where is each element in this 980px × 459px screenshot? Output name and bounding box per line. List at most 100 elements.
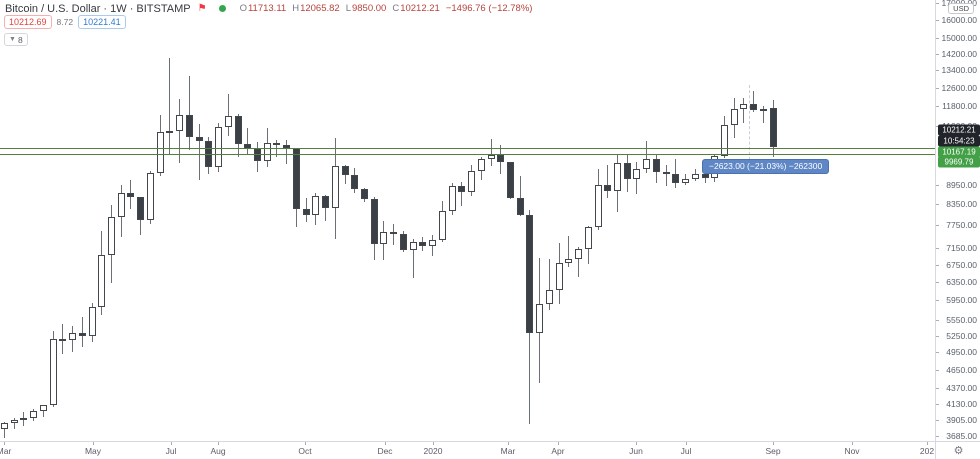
candle xyxy=(555,263,563,290)
candle xyxy=(526,214,534,334)
candle xyxy=(341,166,349,175)
price-tick-label: 4370.00 xyxy=(946,382,977,393)
ohlc-item: H12065.82 xyxy=(292,3,340,14)
candle xyxy=(380,232,388,245)
chart-legend: Bitcoin / U.S. Dollar · 1W · BITSTAMP ⚑ … xyxy=(5,2,532,15)
time-tick-label: Aug xyxy=(210,446,226,456)
candle-wick xyxy=(188,76,190,151)
time-axis[interactable]: Mar May Jul Aug Oct Dec 2020 Mar Apr Jun Jul Sep Nov… xyxy=(0,441,935,459)
candle xyxy=(740,103,748,110)
candle-wick xyxy=(81,317,83,347)
candle xyxy=(487,155,495,159)
time-tick-mark xyxy=(558,442,559,445)
candle xyxy=(468,170,476,192)
price-label-red[interactable]: 10212.69 xyxy=(4,15,52,29)
candle xyxy=(643,159,651,170)
candle xyxy=(215,127,223,168)
candle xyxy=(59,338,67,341)
candle xyxy=(438,210,446,241)
candle xyxy=(30,410,38,418)
candle-wick xyxy=(42,405,44,418)
time-tick-label: Jun xyxy=(629,446,643,456)
time-tick-label: Jul xyxy=(680,446,692,456)
candle xyxy=(361,189,368,200)
symbol-title[interactable]: Bitcoin / U.S. Dollar · 1W · BITSTAMP xyxy=(5,2,191,15)
candle-wick xyxy=(461,181,463,207)
price-label-blue[interactable]: 10221.41 xyxy=(78,15,126,29)
candle xyxy=(769,108,777,148)
time-tick-mark xyxy=(927,442,928,445)
horizontal-level-line[interactable] xyxy=(0,148,935,150)
time-tick-mark xyxy=(686,442,687,445)
candle xyxy=(730,109,738,125)
candle xyxy=(604,184,612,191)
candle xyxy=(458,186,466,192)
price-tick-mark xyxy=(936,319,939,321)
candle-wick xyxy=(325,194,327,221)
candle xyxy=(20,417,28,420)
time-tick-label: Nov xyxy=(844,446,860,456)
time-tick-label: Jul xyxy=(165,446,177,456)
candle-wick xyxy=(743,97,745,124)
price-badge: 9969.79 xyxy=(938,156,980,168)
candle-wick xyxy=(13,417,15,429)
time-tick-mark xyxy=(508,442,509,445)
candle xyxy=(682,178,690,183)
collapse-count: 8 xyxy=(17,34,23,45)
price-tick-label: 8350.00 xyxy=(946,199,977,210)
price-tick-mark xyxy=(936,387,939,389)
candle xyxy=(302,209,310,215)
price-tick-mark xyxy=(936,436,939,437)
price-tick-label: 5550.00 xyxy=(946,314,977,325)
candle xyxy=(127,193,135,198)
candle xyxy=(409,242,417,251)
candle xyxy=(516,197,524,215)
candle xyxy=(672,173,680,183)
time-tick-mark xyxy=(773,442,774,445)
chart-pane[interactable]: −2623.00 (−21.03%) −262300 xyxy=(0,0,935,441)
settings-gear-icon[interactable]: ⚙ xyxy=(953,444,964,457)
candle xyxy=(477,158,485,171)
candle xyxy=(399,233,407,251)
flag-icon[interactable]: ⚑ xyxy=(197,2,207,14)
price-tick-mark xyxy=(936,403,939,405)
price-tick-label: 13400.00 xyxy=(941,65,977,76)
price-tick-mark xyxy=(936,184,939,186)
candle xyxy=(594,184,602,228)
candle xyxy=(292,148,300,210)
candle-wick xyxy=(519,176,521,217)
currency-toggle-button[interactable]: USD xyxy=(948,3,974,14)
price-tick-label: 12600.00 xyxy=(941,82,977,93)
candle xyxy=(312,196,320,215)
price-tick-label: 8950.00 xyxy=(946,179,977,190)
price-tick-label: 7150.00 xyxy=(946,243,977,254)
candle xyxy=(575,249,583,260)
candle-wick xyxy=(607,165,609,199)
candle xyxy=(750,103,758,110)
time-tick-mark xyxy=(636,442,637,445)
time-tick-mark xyxy=(93,442,94,445)
price-tick-label: 16000.00 xyxy=(941,15,977,25)
candle-wick xyxy=(753,90,755,113)
collapse-toggle[interactable]: ▼ 8 xyxy=(4,33,28,46)
time-tick-mark xyxy=(171,442,172,445)
candle xyxy=(185,115,193,138)
ohlc-item: O11713.11 xyxy=(239,3,287,14)
candle-wick xyxy=(4,422,5,439)
candle xyxy=(497,155,505,163)
price-tick-label: 4130.00 xyxy=(946,398,977,409)
time-tick-label: Oct xyxy=(298,446,312,456)
candle-wick xyxy=(568,235,570,267)
candle xyxy=(322,196,330,208)
candle xyxy=(448,186,456,211)
candle xyxy=(283,144,291,149)
candle xyxy=(351,174,359,190)
price-tick-label: 4950.00 xyxy=(946,347,977,358)
price-tick-mark xyxy=(936,20,939,21)
candle-wick xyxy=(762,105,764,124)
horizontal-level-line[interactable] xyxy=(0,154,935,156)
candle xyxy=(224,116,232,128)
candle-wick xyxy=(227,94,229,137)
price-axis[interactable]: USD 17000.0016000.0015000.0014200.001340… xyxy=(935,0,980,441)
time-tick-label: Mar xyxy=(0,446,12,456)
